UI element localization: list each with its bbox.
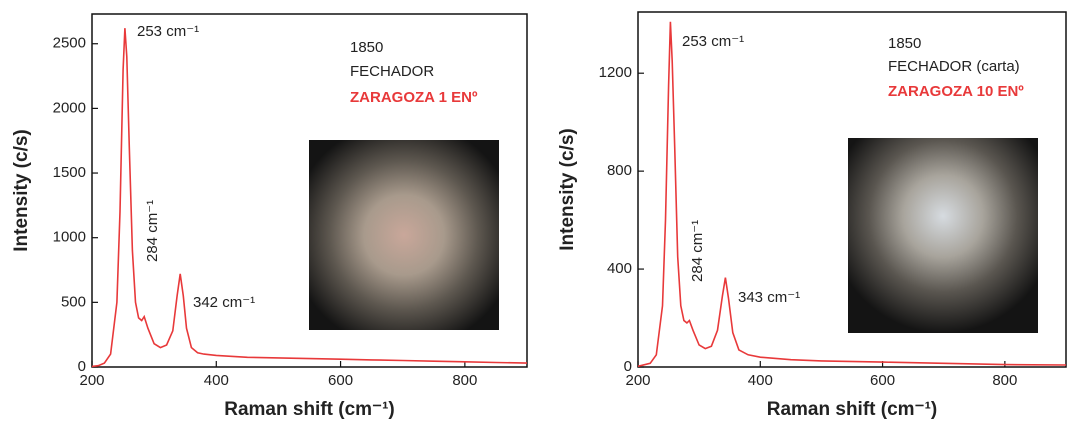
spectrum-line <box>637 21 1067 368</box>
x-axis-title: Raman shift (cm⁻¹) <box>767 399 938 420</box>
sample-note: FECHADOR (carta) <box>888 58 1020 75</box>
sample-photo <box>848 138 1038 333</box>
sample-note: ZARAGOZA 1 ENº <box>350 89 478 106</box>
peak-label: 253 cm⁻¹ <box>682 33 744 50</box>
y-tick-label: 800 <box>607 162 632 179</box>
plot-frame <box>637 11 1067 368</box>
x-axis-title: Raman shift (cm⁻¹) <box>224 399 395 420</box>
y-tick-label: 500 <box>61 293 86 310</box>
y-tick-label: 0 <box>78 358 86 375</box>
y-tick-label: 2000 <box>53 99 86 116</box>
x-tick-label: 600 <box>870 372 895 389</box>
x-tick-label: 400 <box>748 372 773 389</box>
x-tick-label: 400 <box>204 372 229 389</box>
sample-note: 1850 <box>888 35 921 52</box>
peak-label: 284 cm⁻¹ <box>689 220 706 282</box>
x-tick-label: 800 <box>452 372 477 389</box>
peak-label: 284 cm⁻¹ <box>144 200 161 262</box>
y-tick-label: 2500 <box>53 35 86 52</box>
y-tick-label: 400 <box>607 260 632 277</box>
y-tick-label: 1000 <box>53 229 86 246</box>
peak-label: 253 cm⁻¹ <box>137 23 199 40</box>
x-tick-label: 600 <box>328 372 353 389</box>
y-tick-label: 1500 <box>53 164 86 181</box>
y-axis-title: Intensity (c/s) <box>557 128 578 250</box>
peak-label: 342 cm⁻¹ <box>193 294 255 311</box>
x-tick-label: 800 <box>992 372 1017 389</box>
sample-note: ZARAGOZA 10 ENº <box>888 83 1024 100</box>
y-tick-label: 0 <box>624 358 632 375</box>
sample-note: 1850 <box>350 39 383 56</box>
spectrum-line <box>91 28 528 368</box>
plot-frame <box>91 13 528 368</box>
y-tick-label: 1200 <box>599 64 632 81</box>
sample-photo <box>309 140 499 330</box>
peak-label: 343 cm⁻¹ <box>738 289 800 306</box>
y-axis-title: Intensity (c/s) <box>11 129 32 251</box>
x-tick-label: 200 <box>79 372 104 389</box>
x-tick-label: 200 <box>625 372 650 389</box>
sample-note: FECHADOR <box>350 63 434 80</box>
